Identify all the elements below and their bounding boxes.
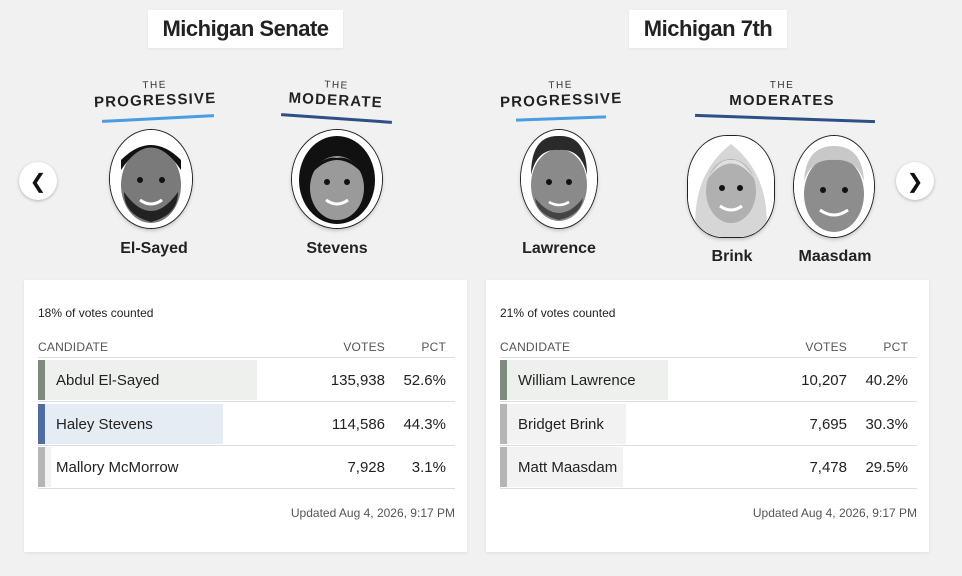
woman-face-icon (292, 130, 382, 228)
vote-share-bar (500, 403, 627, 444)
candidate-color-stripe (500, 360, 507, 400)
group-label-progressive-7th: THE PROGRESSIVE (499, 79, 623, 112)
moderates-underline (695, 113, 875, 124)
votes-counted: 21% of votes counted (500, 306, 616, 320)
column-votes: VOTES (343, 340, 385, 354)
carousel-prev-button[interactable]: ❮ (19, 162, 57, 200)
vote-count: 7,695 (809, 415, 847, 433)
candidate-name-maasdam: Maasdam (798, 248, 872, 265)
vote-share-bar (500, 447, 623, 487)
race-title-7th: Michigan 7th (629, 10, 787, 48)
race-title-senate: Michigan Senate (148, 10, 343, 48)
candidate-color-stripe (500, 403, 507, 444)
results-card-7th: 21% of votes counted CANDIDATE VOTES PCT… (486, 280, 929, 552)
candidate-name: Mallory McMorrow (56, 459, 179, 476)
column-pct: PCT (421, 340, 446, 354)
candidate-name: William Lawrence (518, 372, 636, 389)
carousel-next-button[interactable]: ❯ (896, 162, 934, 200)
table-row: Mallory McMorrow 7,928 3.1% (38, 446, 455, 489)
candidate-name: Bridget Brink (518, 415, 604, 433)
column-pct: PCT (883, 340, 908, 354)
candidate-name-brink: Brink (711, 248, 753, 265)
vote-count: 114,586 (331, 415, 385, 433)
progressive-underline (101, 114, 215, 123)
vote-percent: 40.2% (865, 372, 908, 389)
vote-count: 10,207 (801, 372, 847, 389)
candidate-color-stripe (38, 403, 45, 444)
chevron-left-icon: ❮ (29, 169, 47, 193)
moderate-underline (281, 113, 392, 124)
vote-percent: 29.5% (865, 459, 908, 476)
candidate-name: Matt Maasdam (518, 459, 618, 476)
candidate-name-lawrence: Lawrence (522, 240, 596, 257)
vote-percent: 44.3% (403, 415, 446, 433)
group-label-progressive: THE PROGRESSIVE (93, 79, 217, 112)
chevron-right-icon: ❯ (906, 169, 924, 193)
candidate-color-stripe (38, 360, 45, 400)
man-beard-face-icon (110, 130, 192, 228)
candidate-name-stevens: Stevens (306, 240, 368, 257)
blonde-woman-face-icon (688, 136, 774, 237)
vote-share-bar (500, 360, 668, 400)
candidate-name: Abdul El-Sayed (56, 372, 160, 389)
table-row: Bridget Brink 7,695 30.3% (500, 403, 917, 446)
candidate-name-el-sayed: El-Sayed (120, 240, 188, 257)
table-row: Haley Stevens 114,586 44.3% (38, 403, 455, 446)
column-candidate: CANDIDATE (38, 340, 109, 354)
column-candidate: CANDIDATE (500, 340, 571, 354)
table-row: Matt Maasdam 7,478 29.5% (500, 446, 917, 489)
vote-share-bar (38, 360, 258, 400)
vote-percent: 3.1% (411, 459, 446, 476)
table-row: William Lawrence 10,207 40.2% (500, 359, 917, 402)
vote-percent: 52.6% (403, 372, 446, 389)
table-row: Abdul El-Sayed 135,938 52.6% (38, 359, 455, 402)
gray-hair-man-face-icon (794, 136, 874, 237)
updated-timestamp: Updated Aug 4, 2026, 9:17 PM (290, 506, 455, 520)
vote-count: 7,928 (347, 459, 385, 476)
progressive-underline-7th (515, 115, 607, 122)
candidate-color-stripe (38, 447, 45, 487)
updated-timestamp: Updated Aug 4, 2026, 9:17 PM (752, 506, 917, 520)
table-header: CANDIDATE VOTES PCT (500, 338, 917, 358)
votes-counted: 18% of votes counted (38, 306, 154, 320)
table-header: CANDIDATE VOTES PCT (38, 338, 455, 358)
vote-count: 7,478 (809, 459, 847, 476)
group-label-moderate: THE MODERATE (288, 79, 384, 112)
group-label-moderates: THE MODERATES (729, 80, 835, 109)
man-face-icon (521, 130, 597, 228)
candidate-color-stripe (500, 447, 507, 487)
results-card-senate: 18% of votes counted CANDIDATE VOTES PCT… (24, 280, 467, 552)
vote-share-bar (38, 403, 223, 444)
vote-percent: 30.3% (865, 415, 908, 433)
column-votes: VOTES (805, 340, 847, 354)
vote-count: 135,938 (330, 372, 385, 389)
candidate-name: Haley Stevens (56, 415, 153, 433)
